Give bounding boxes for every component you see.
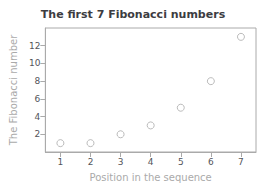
svg-text:10: 10 (29, 58, 41, 68)
svg-text:7: 7 (238, 157, 244, 167)
svg-text:5: 5 (178, 157, 184, 167)
svg-text:2: 2 (35, 129, 41, 139)
svg-text:4: 4 (148, 157, 154, 167)
svg-text:The first 7 Fibonacci numbers: The first 7 Fibonacci numbers (41, 8, 226, 21)
svg-text:The Fibonacci number: The Fibonacci number (8, 34, 19, 146)
svg-text:12: 12 (29, 41, 40, 51)
svg-text:8: 8 (35, 76, 41, 86)
svg-text:6: 6 (35, 94, 41, 104)
svg-text:2: 2 (88, 157, 94, 167)
svg-text:1: 1 (58, 157, 64, 167)
svg-text:Position in the sequence: Position in the sequence (90, 172, 212, 183)
svg-text:4: 4 (35, 112, 41, 122)
svg-text:6: 6 (208, 157, 214, 167)
svg-text:3: 3 (118, 157, 124, 167)
